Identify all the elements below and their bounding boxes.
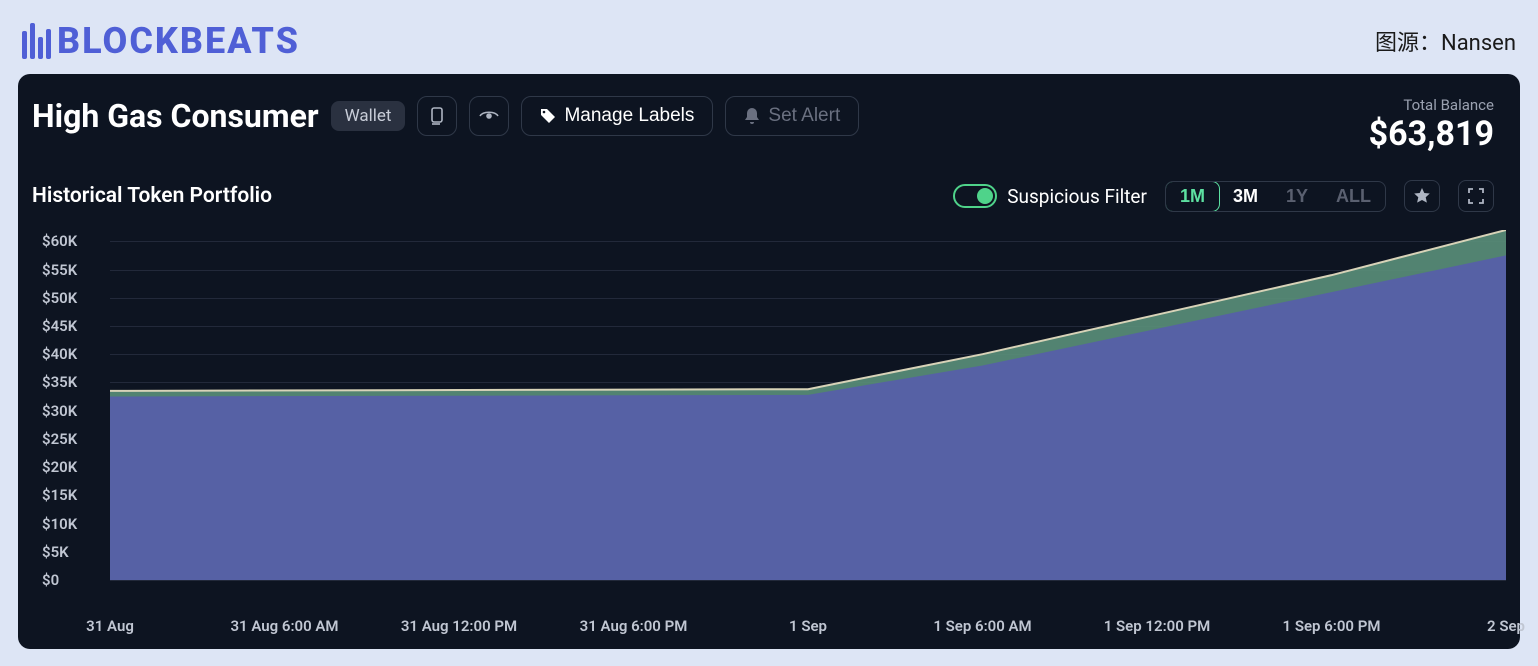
logo-text: BLOCKBEATS — [57, 20, 300, 62]
panel-header: High Gas Consumer Wallet Manage Labels S… — [32, 92, 1506, 162]
x-axis-label: 31 Aug 6:00 PM — [580, 617, 688, 635]
copy-button[interactable] — [417, 96, 457, 136]
section-title: Historical Token Portfolio — [32, 184, 272, 208]
star-icon — [1413, 187, 1431, 205]
x-axis-label: 1 Sep 6:00 AM — [933, 617, 1031, 635]
range-button-1m[interactable]: 1M — [1165, 181, 1220, 212]
x-axis-label: 31 Aug 12:00 PM — [401, 617, 517, 635]
page-header: BLOCKBEATS 图源：Nansen — [0, 0, 1538, 74]
series-area-lower — [110, 255, 1506, 580]
chart-svg — [32, 230, 1506, 582]
time-range-group: 1M3M1YALL — [1165, 181, 1386, 212]
favorite-button[interactable] — [1404, 180, 1440, 212]
wallet-badge: Wallet — [331, 101, 406, 131]
range-button-1y[interactable]: 1Y — [1272, 182, 1322, 211]
manage-labels-label: Manage Labels — [564, 105, 694, 127]
panel-header-left: High Gas Consumer Wallet Manage Labels S… — [32, 96, 859, 136]
x-axis-label: 1 Sep 6:00 PM — [1283, 617, 1381, 635]
main-panel: High Gas Consumer Wallet Manage Labels S… — [18, 74, 1520, 649]
expand-icon — [1468, 188, 1484, 204]
x-axis-label: 2 Sep — [1487, 617, 1525, 635]
x-axis-label: 1 Sep — [789, 617, 827, 635]
manage-labels-button[interactable]: Manage Labels — [521, 96, 713, 136]
balance-block: Total Balance $63,819 — [1369, 96, 1494, 154]
eye-icon — [479, 109, 499, 123]
suspicious-filter-toggle[interactable] — [953, 184, 997, 208]
tag-icon — [540, 108, 556, 124]
x-axis-label: 31 Aug 6:00 AM — [230, 617, 338, 635]
logo-bars-icon — [22, 23, 51, 59]
fullscreen-button[interactable] — [1458, 180, 1494, 212]
balance-label: Total Balance — [1369, 96, 1494, 114]
section-header: Historical Token Portfolio Suspicious Fi… — [32, 162, 1506, 222]
view-button[interactable] — [469, 96, 509, 136]
suspicious-filter-group: Suspicious Filter — [953, 184, 1147, 208]
portfolio-chart: $0$5K$10K$15K$20K$25K$30K$35K$40K$45K$50… — [32, 230, 1506, 635]
x-axis-label: 31 Aug — [86, 617, 134, 635]
balance-value: $63,819 — [1369, 114, 1494, 154]
logo: BLOCKBEATS — [22, 20, 300, 62]
source-attribution: 图源：Nansen — [1375, 25, 1516, 57]
section-controls: Suspicious Filter 1M3M1YALL — [953, 180, 1494, 212]
range-button-all[interactable]: ALL — [1322, 182, 1385, 211]
x-axis-label: 1 Sep 12:00 PM — [1104, 617, 1211, 635]
set-alert-button[interactable]: Set Alert — [725, 96, 859, 136]
bell-icon — [744, 107, 760, 125]
copy-icon — [429, 107, 445, 125]
page-title: High Gas Consumer — [32, 97, 319, 135]
set-alert-label: Set Alert — [768, 105, 840, 127]
toggle-knob-icon — [977, 188, 993, 204]
suspicious-filter-label: Suspicious Filter — [1007, 185, 1147, 208]
range-button-3m[interactable]: 3M — [1219, 182, 1272, 211]
